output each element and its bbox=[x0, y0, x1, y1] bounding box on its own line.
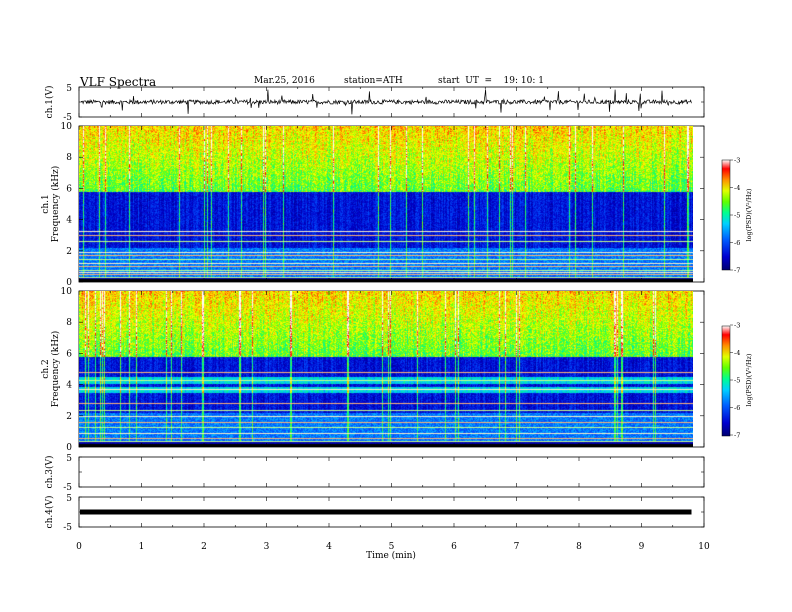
x-tick-label: 1 bbox=[139, 542, 145, 552]
y-tick-label: 5 bbox=[66, 494, 72, 504]
colorbar-label: log(PSD)(V²/Hz) bbox=[745, 188, 753, 241]
y-tick-label: 0 bbox=[66, 278, 72, 288]
figure-title: VLF Spectra bbox=[80, 75, 157, 89]
y-axis-label-channel: ch.2 bbox=[41, 359, 51, 378]
header-start-time: start UT = 19: 10: 1 bbox=[438, 76, 544, 86]
colorbar-tick-label: -4 bbox=[734, 349, 740, 357]
colorbar-tick-label: -6 bbox=[734, 239, 740, 247]
ch1-spectrogram-image bbox=[79, 126, 693, 282]
y-tick-label: 2 bbox=[66, 247, 72, 257]
y-tick-label: 6 bbox=[66, 349, 72, 359]
y-tick-label: 8 bbox=[66, 318, 72, 328]
y-tick-label: 10 bbox=[61, 287, 73, 297]
ch1-waveform-trace bbox=[80, 89, 692, 115]
x-tick-label: 0 bbox=[76, 542, 82, 552]
colorbar-tick-label: -7 bbox=[734, 267, 740, 275]
ch2-spectrogram-image bbox=[79, 291, 693, 447]
colorbar-tick-label: -4 bbox=[734, 184, 740, 192]
x-tick-label: 2 bbox=[201, 542, 207, 552]
ch4-waveform-trace bbox=[80, 509, 692, 515]
y-tick-label: -5 bbox=[63, 113, 72, 123]
colorbar-tick-label: -3 bbox=[734, 157, 740, 165]
axis-ticks bbox=[78, 86, 705, 528]
y-tick-label: -5 bbox=[63, 523, 72, 533]
colorbar-tick-label: -5 bbox=[734, 212, 740, 220]
y-axis-label-frequency: Frequency (kHz) bbox=[50, 166, 61, 243]
y-tick-label: 4 bbox=[66, 381, 72, 391]
y-tick-label: 2 bbox=[66, 412, 72, 422]
ch3-waveform-frame bbox=[78, 456, 705, 488]
y-tick-label: 5 bbox=[66, 84, 72, 94]
x-tick-label: 7 bbox=[514, 542, 520, 552]
colorbar-tick-label: -5 bbox=[734, 377, 740, 385]
x-tick-label: 9 bbox=[639, 542, 645, 552]
colorbar-tick-label: -6 bbox=[734, 404, 740, 412]
colorbar-tick-label: -3 bbox=[734, 322, 740, 330]
header-date: Mar.25, 2016 bbox=[254, 76, 315, 86]
y-axis-label: ch.3(V) bbox=[44, 456, 55, 489]
colorbar-label: log(PSD)(V²/Hz) bbox=[745, 353, 753, 406]
y-tick-label: 10 bbox=[61, 122, 73, 132]
y-tick-label: 6 bbox=[66, 184, 72, 194]
y-tick-label: 0 bbox=[66, 443, 72, 453]
x-tick-label: 5 bbox=[389, 542, 395, 552]
y-axis-label: ch.4(V) bbox=[44, 496, 55, 529]
y-tick-label: -5 bbox=[63, 483, 72, 493]
y-tick-label: 4 bbox=[66, 216, 72, 226]
x-tick-label: 8 bbox=[576, 542, 582, 552]
x-tick-label: 10 bbox=[698, 542, 710, 552]
x-tick-label: 4 bbox=[326, 542, 332, 552]
y-axis-label: ch.1(V) bbox=[44, 86, 55, 119]
y-axis-label-frequency: Frequency (kHz) bbox=[50, 331, 61, 408]
x-axis-label: Time (min) bbox=[366, 550, 416, 561]
ch2-colorbar bbox=[721, 325, 731, 437]
x-tick-label: 6 bbox=[451, 542, 457, 552]
header-station: station=ATH bbox=[344, 76, 403, 86]
ch1-colorbar bbox=[721, 159, 731, 271]
colorbar-ticks: -3 -4 -5 -6 -7 log(PSD)(V²/Hz) -3 -4 -5 -6 -7 log(P… bbox=[730, 157, 753, 440]
y-axis-label-channel: ch.1 bbox=[41, 194, 51, 213]
y-tick-label: 5 bbox=[66, 454, 72, 464]
y-tick-label: 8 bbox=[66, 153, 72, 163]
colorbar-tick-label: -7 bbox=[734, 432, 740, 440]
x-tick-label: 3 bbox=[264, 542, 270, 552]
